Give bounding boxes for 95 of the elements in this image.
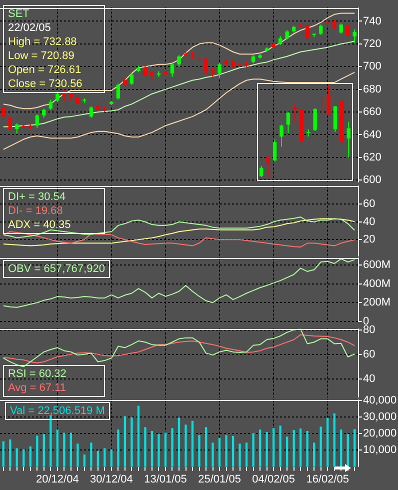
bar xyxy=(184,424,187,467)
bar xyxy=(225,435,228,467)
y-tick-label: 600M xyxy=(363,259,391,272)
y-tick-label: 400M xyxy=(363,278,391,290)
bar xyxy=(96,450,100,467)
bar xyxy=(238,444,241,467)
bar xyxy=(279,426,282,467)
bar xyxy=(137,406,140,467)
series-label: RSI = 60.32 xyxy=(8,367,68,381)
y-tick-label: 40 xyxy=(363,216,376,228)
bar xyxy=(117,429,120,467)
bar xyxy=(63,432,66,467)
bar xyxy=(333,413,336,467)
bar xyxy=(258,429,262,467)
bar xyxy=(245,442,248,467)
y-tick-label: 10,000 xyxy=(363,444,397,456)
bar xyxy=(286,436,288,467)
series-label: DI- = 19.68 xyxy=(8,204,64,218)
annotation: Open = 726.61 xyxy=(8,63,82,77)
bar xyxy=(29,446,32,467)
y-tick-label: 60 xyxy=(363,198,376,210)
y-tick-label: 620 xyxy=(363,151,382,164)
x-tick-label: 04/02/05 xyxy=(252,473,295,486)
y-tick-label: 60 xyxy=(363,348,376,360)
bar xyxy=(212,442,214,467)
bar xyxy=(198,435,200,467)
bar xyxy=(2,441,4,467)
annotation: High = 732.88 xyxy=(8,35,78,49)
bar xyxy=(104,448,106,467)
candlestick xyxy=(320,97,324,114)
bar xyxy=(178,418,180,467)
bar xyxy=(36,436,38,467)
bar xyxy=(130,417,133,467)
y-tick-label: 30,000 xyxy=(363,411,397,424)
bar xyxy=(9,439,12,467)
y-tick-label: 680 xyxy=(363,83,382,96)
bar xyxy=(22,449,25,467)
bar xyxy=(76,444,79,467)
text: Avg = 67.11 xyxy=(8,381,68,395)
candlestick xyxy=(306,129,310,137)
bar xyxy=(346,434,349,467)
bar xyxy=(50,415,52,467)
y-tick-label: 40,000 xyxy=(363,394,397,406)
bar xyxy=(16,448,18,467)
bar xyxy=(300,428,302,467)
bar xyxy=(56,429,58,467)
series-label: Val = 22,506.519 M xyxy=(10,404,105,418)
x-tick-label: 30/12/04 xyxy=(90,473,133,486)
bar xyxy=(70,432,72,467)
bar xyxy=(232,436,234,467)
x-tick-label: 20/12/04 xyxy=(36,473,79,486)
x-tick-label: 25/01/05 xyxy=(198,473,241,486)
bar xyxy=(144,427,146,467)
y-tick-label: 40 xyxy=(363,373,376,386)
bar xyxy=(313,442,316,467)
bar xyxy=(272,428,275,467)
bar xyxy=(158,434,160,467)
bar xyxy=(252,433,254,467)
bar xyxy=(326,418,329,467)
x-tick-label: 16/02/05 xyxy=(306,473,350,486)
series-label: OBV = 657,767,920 xyxy=(8,262,105,276)
y-tick-label: 660 xyxy=(363,106,382,118)
y-tick-label: 600 xyxy=(363,174,382,186)
bar xyxy=(124,416,126,467)
y-tick-label: 80 xyxy=(363,324,376,336)
bar xyxy=(306,430,308,467)
text: DI+ = 30.54 xyxy=(8,190,66,204)
y-tick-label: 740 xyxy=(363,15,382,28)
bar xyxy=(204,427,208,467)
bar xyxy=(320,426,322,467)
annotation: Low = 720.89 xyxy=(8,49,76,63)
y-tick-label: 20,000 xyxy=(363,428,397,440)
bar xyxy=(218,438,221,467)
y-tick-label: 720 xyxy=(363,38,382,50)
bar xyxy=(90,442,92,467)
chart-title: SET xyxy=(8,7,30,21)
bar xyxy=(150,430,154,467)
bar xyxy=(171,428,174,467)
bar xyxy=(164,432,167,467)
y-tick-label: 200M xyxy=(363,296,391,309)
bar xyxy=(266,432,268,467)
bar xyxy=(191,420,194,467)
bar xyxy=(292,430,295,467)
x-tick-label: 13/01/05 xyxy=(144,473,187,486)
bar xyxy=(83,454,86,467)
series-label: ADX = 40.35 xyxy=(8,218,72,232)
y-tick-label: 700 xyxy=(363,60,382,73)
bar xyxy=(340,429,342,467)
y-tick-label: 640 xyxy=(363,128,382,141)
y-tick-label: 20 xyxy=(363,234,376,246)
bar xyxy=(110,449,113,467)
bar xyxy=(354,429,356,467)
text: 22/02/05 xyxy=(8,21,52,35)
bar xyxy=(42,434,45,467)
annotation: Close = 730.56 xyxy=(8,77,84,91)
